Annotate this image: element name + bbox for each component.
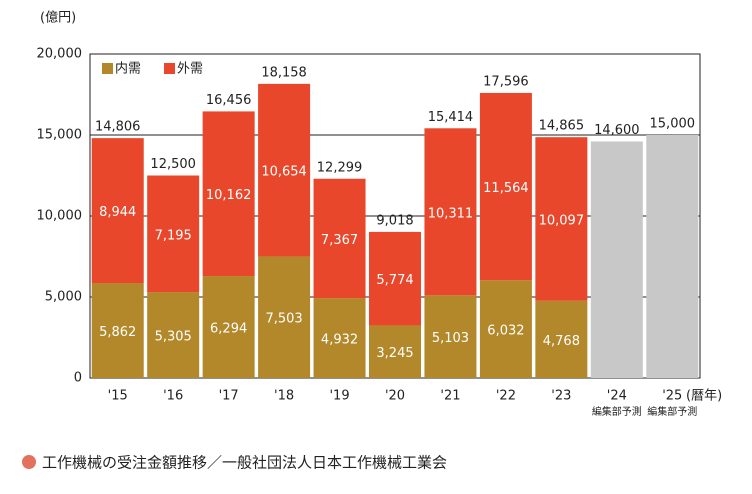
x-unit-label: (暦年) [686, 389, 722, 404]
x-tick-label: '22 [496, 389, 516, 404]
caption: 工作機械の受注金額推移／一般社団法人日本工作機械工業会 [42, 454, 447, 472]
bar-segment [479, 280, 532, 378]
x-tick-label: '20 [385, 389, 405, 404]
segment-label: 10,097 [539, 213, 585, 228]
segment-label: 5,305 [155, 330, 192, 345]
legend-label: 外需 [177, 62, 203, 77]
total-label: 12,500 [150, 157, 196, 172]
x-tick-label: '15 [108, 389, 128, 404]
caption-bullet [22, 455, 36, 469]
bar-segment [313, 178, 366, 299]
bar-segment [424, 295, 477, 378]
bar-segment [147, 175, 200, 293]
total-label: 15,000 [650, 117, 696, 132]
legend-label: 内需 [115, 61, 141, 77]
bar-segment [535, 300, 588, 378]
x-sublabel: 編集部予測 [647, 405, 697, 418]
segment-label: 10,311 [428, 206, 474, 221]
legend-swatch [164, 63, 175, 74]
x-tick-label: '25 [662, 389, 682, 404]
total-label: 14,865 [539, 119, 585, 134]
x-tick-label: '18 [274, 389, 294, 404]
segment-label: 8,944 [99, 205, 136, 220]
total-label: 15,414 [428, 110, 474, 125]
total-label: 14,600 [594, 123, 640, 138]
legend-swatch [102, 63, 113, 74]
y-tick-label: 5,000 [45, 290, 82, 305]
segment-label: 7,503 [265, 312, 302, 327]
bar-segment [258, 256, 311, 378]
bar-segment [424, 128, 477, 296]
bar-segment [202, 111, 255, 277]
bar-segment [202, 276, 255, 378]
segment-label: 6,032 [487, 324, 524, 339]
y-tick-label: 20,000 [37, 47, 83, 62]
bar-segment [313, 298, 366, 378]
bar-segment [369, 325, 421, 378]
segment-label: 7,367 [321, 233, 358, 248]
segment-label: 6,294 [210, 322, 247, 337]
bar-segment [147, 292, 200, 378]
segment-label: 7,195 [155, 228, 192, 243]
forecast-bar [646, 135, 699, 378]
segment-label: 4,932 [321, 333, 358, 348]
segment-label: 5,862 [99, 325, 136, 340]
total-label: 18,158 [261, 65, 307, 80]
bar-segment [258, 83, 311, 257]
total-label: 14,806 [95, 120, 141, 135]
x-tick-label: '17 [219, 389, 239, 404]
y-tick-label: 0 [74, 371, 82, 386]
bar-segment [91, 283, 144, 378]
bar-segment [535, 137, 588, 301]
y-tick-label: 15,000 [37, 128, 83, 143]
segment-label: 4,768 [543, 334, 580, 349]
x-tick-label: '19 [329, 389, 349, 404]
forecast-bar [590, 141, 643, 378]
total-label: 17,596 [483, 74, 529, 89]
segment-label: 3,245 [376, 346, 413, 361]
total-label: 16,456 [206, 93, 252, 108]
segment-label: 10,162 [206, 188, 252, 203]
y-unit-label: (億円) [40, 10, 76, 26]
bar-segment [91, 138, 144, 284]
segment-label: 10,654 [261, 165, 307, 180]
x-sublabel: 編集部予測 [592, 405, 642, 418]
x-tick-label: '24 [607, 389, 627, 404]
bar-segment [369, 231, 421, 326]
x-tick-label: '16 [163, 389, 183, 404]
y-tick-label: 10,000 [37, 209, 83, 224]
segment-label: 5,103 [432, 331, 469, 346]
segment-label: 11,564 [483, 181, 529, 196]
total-label: 9,018 [376, 213, 413, 228]
x-tick-label: '21 [440, 389, 460, 404]
x-tick-label: '23 [551, 389, 571, 404]
total-label: 12,299 [317, 160, 363, 175]
segment-label: 5,774 [376, 273, 413, 288]
bar-segment [479, 92, 532, 281]
